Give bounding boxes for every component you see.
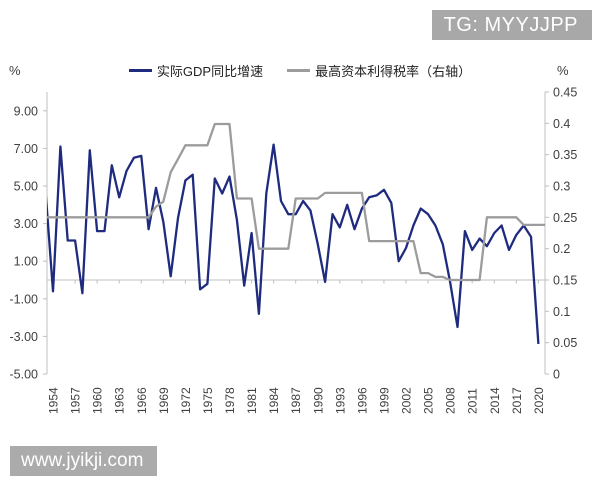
- left-axis-tick-label: 7.00: [14, 142, 38, 156]
- capital-gains-tax-line: [47, 122, 545, 282]
- legend-item-tax: 最高资本利得税率（右轴）: [287, 61, 471, 80]
- right-axis-tick-label: 0.2: [553, 242, 570, 256]
- gdp-line-swatch-icon: [128, 68, 152, 72]
- right-axis-tick-label: 0: [553, 368, 560, 382]
- x-axis-year-label: 1996: [355, 387, 369, 414]
- tax-line-swatch-icon: [287, 68, 311, 72]
- x-axis-year-label: 1963: [113, 387, 127, 414]
- x-axis-year-label: 1954: [47, 387, 61, 414]
- x-axis-year-label: 1957: [69, 387, 83, 414]
- x-axis-year-label: 1984: [267, 387, 281, 414]
- left-axis-tick-label: 3.00: [14, 217, 38, 231]
- x-axis-year-label: 1981: [245, 387, 259, 414]
- tg-watermark-badge: TG: MYYJJPP: [431, 10, 592, 40]
- x-axis-year-label: 1975: [201, 387, 215, 414]
- left-axis-tick-label: -1.00: [10, 292, 39, 306]
- left-axis-tick-label: 5.00: [14, 180, 38, 194]
- right-axis-unit-label: %: [557, 63, 569, 78]
- left-axis-unit-label: %: [9, 63, 21, 78]
- right-axis-tick-label: 0.4: [553, 117, 570, 131]
- x-axis-year-label: 2002: [400, 387, 414, 414]
- x-axis-year-label: 1990: [311, 387, 325, 414]
- gdp-growth-line: [47, 143, 540, 344]
- right-axis-tick-label: 0.3: [553, 180, 570, 194]
- x-axis-year-label: 1993: [333, 387, 347, 414]
- x-axis-year-label: 1972: [179, 387, 193, 414]
- x-axis-year-label: 1966: [135, 387, 149, 414]
- right-axis-tick-label: 0.35: [553, 148, 577, 162]
- x-axis-year-label: 1960: [91, 387, 105, 414]
- right-axis-tick-label: 0.05: [553, 336, 577, 350]
- right-axis-tick-label: 0.1: [553, 305, 570, 319]
- x-axis-year-label: 2014: [488, 387, 502, 414]
- x-axis-year-label: 2008: [444, 387, 458, 414]
- left-axis-tick-label: 1.00: [14, 255, 38, 269]
- legend-label-gdp: 实际GDP同比增速: [156, 63, 264, 79]
- site-watermark: www.jyikji.com: [10, 446, 158, 476]
- x-axis-year-label: 2005: [422, 387, 436, 414]
- x-axis-year-label: 2017: [510, 387, 524, 414]
- right-axis-tick-label: 0.45: [553, 86, 577, 100]
- right-axis-tick-label: 0.15: [553, 274, 577, 288]
- x-axis-year-label: 1987: [289, 387, 303, 414]
- x-axis-year-label: 2020: [532, 387, 546, 414]
- x-axis-year-label: 1999: [377, 387, 391, 414]
- x-axis-year-label: 2011: [466, 388, 480, 414]
- left-axis-tick-label: 9.00: [14, 104, 38, 118]
- chart-legend: 实际GDP同比增速 最高资本利得税率（右轴）: [0, 61, 600, 79]
- legend-label-tax: 最高资本利得税率（右轴）: [315, 63, 472, 79]
- left-axis-tick-label: -3.00: [10, 330, 39, 344]
- x-axis-year-label: 1978: [223, 387, 237, 414]
- left-axis-tick-label: -5.00: [10, 368, 39, 382]
- x-axis-year-label: 1969: [157, 387, 171, 414]
- legend-item-gdp: 实际GDP同比增速: [128, 61, 264, 80]
- right-axis-tick-label: 0.25: [553, 211, 577, 225]
